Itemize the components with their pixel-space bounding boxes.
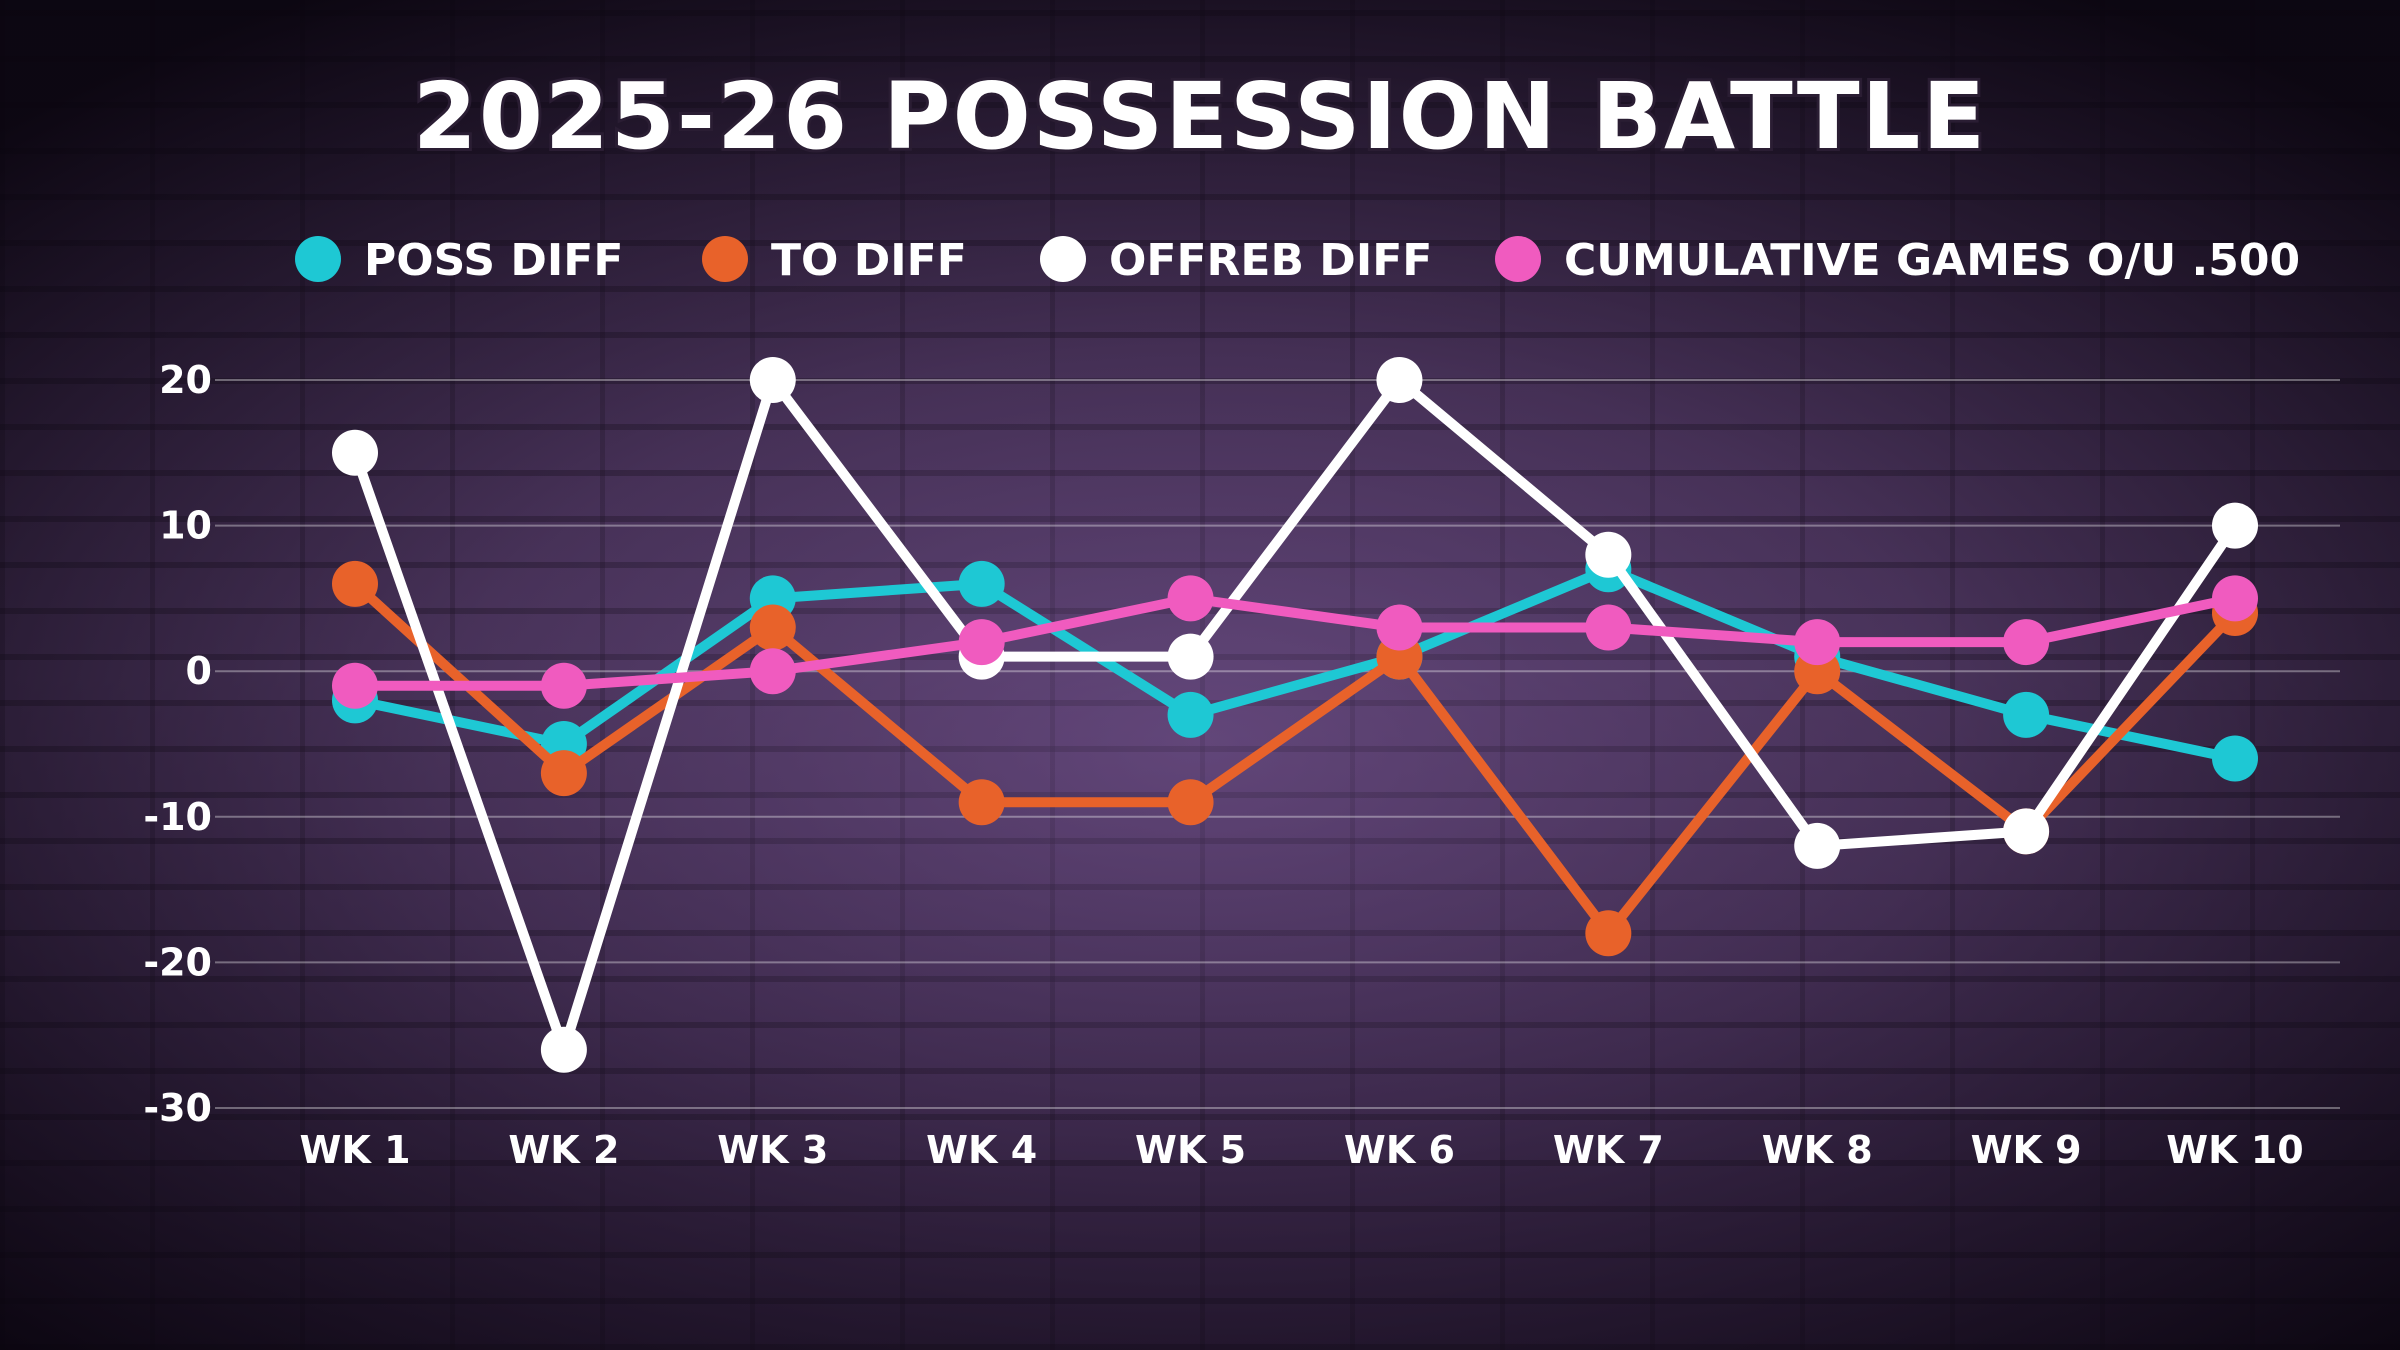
legend-item: OFFREB DIFF bbox=[1040, 235, 1432, 286]
data-point bbox=[1585, 604, 1632, 651]
series-offreb-diff bbox=[332, 357, 2258, 1073]
chart-title: 2025-26 POSSESSION BATTLE bbox=[413, 63, 1987, 170]
data-point bbox=[1794, 619, 1841, 666]
data-point bbox=[1167, 633, 1214, 680]
data-point bbox=[749, 648, 796, 695]
data-point bbox=[2212, 735, 2258, 782]
y-tick-label: 10 bbox=[159, 504, 212, 548]
data-point bbox=[540, 1026, 587, 1073]
series-line bbox=[350, 593, 2240, 691]
series-poss-diff bbox=[332, 546, 2258, 782]
data-point bbox=[1794, 822, 1841, 869]
data-point bbox=[958, 619, 1005, 666]
y-tick-label: -10 bbox=[143, 795, 212, 839]
y-tick-label: -20 bbox=[143, 940, 212, 984]
x-tick-label: WK 4 bbox=[926, 1128, 1037, 1172]
series-line bbox=[350, 578, 2240, 939]
y-tick-label: 20 bbox=[159, 358, 212, 402]
data-point bbox=[2003, 691, 2050, 738]
x-tick-label: WK 9 bbox=[1971, 1128, 2082, 1172]
data-point bbox=[2212, 575, 2258, 622]
x-tick-label: WK 6 bbox=[1344, 1128, 1455, 1172]
x-tick-label: WK 2 bbox=[508, 1128, 619, 1172]
data-point bbox=[958, 779, 1005, 826]
legend-label: POSS DIFF bbox=[364, 235, 623, 286]
x-tick-label: WK 7 bbox=[1553, 1128, 1664, 1172]
data-point bbox=[749, 357, 796, 403]
legend-item: POSS DIFF bbox=[295, 235, 623, 286]
x-tick-label: WK 3 bbox=[717, 1128, 828, 1172]
legend: POSS DIFF TO DIFF OFFREB DIFF CUMULATIVE GA… bbox=[295, 235, 2300, 286]
data-point bbox=[540, 662, 587, 709]
data-point bbox=[1376, 357, 1423, 403]
x-tick-label: WK 1 bbox=[299, 1128, 410, 1172]
data-point bbox=[749, 604, 796, 651]
legend-marker bbox=[295, 236, 341, 282]
data-point bbox=[540, 750, 587, 797]
data-point bbox=[2212, 502, 2258, 549]
y-axis: 20 10 0 -10 -20 -30 bbox=[143, 358, 212, 1130]
legend-item: CUMULATIVE GAMES O/U .500 bbox=[1495, 235, 2300, 286]
data-point bbox=[1167, 779, 1214, 826]
series-to-diff bbox=[332, 560, 2258, 957]
data-point bbox=[1585, 531, 1632, 578]
y-tick-label: -30 bbox=[143, 1086, 212, 1130]
data-point bbox=[1167, 691, 1214, 738]
series-group bbox=[332, 357, 2258, 1073]
data-point bbox=[2003, 619, 2050, 666]
legend-item: TO DIFF bbox=[702, 235, 967, 286]
data-point bbox=[1167, 575, 1214, 622]
legend-marker bbox=[1495, 236, 1541, 282]
x-tick-label: WK 10 bbox=[2166, 1128, 2303, 1172]
x-tick-label: WK 8 bbox=[1762, 1128, 1873, 1172]
series-line bbox=[350, 375, 2240, 1055]
data-point bbox=[332, 429, 378, 476]
data-point bbox=[1376, 604, 1423, 651]
data-point bbox=[332, 662, 378, 709]
data-point bbox=[332, 560, 378, 607]
x-tick-label: WK 5 bbox=[1135, 1128, 1246, 1172]
data-point bbox=[2003, 808, 2050, 855]
legend-marker bbox=[1040, 236, 1086, 282]
legend-label: TO DIFF bbox=[771, 235, 967, 286]
series-line bbox=[350, 564, 2240, 764]
series-cumulative-games-o-u-500 bbox=[332, 575, 2258, 709]
data-point bbox=[1585, 910, 1632, 957]
x-axis: WK 1 WK 2 WK 3 WK 4 WK 5 WK 6 WK 7 WK 8 WK 9 WK 1… bbox=[299, 1128, 2303, 1172]
legend-label: OFFREB DIFF bbox=[1109, 235, 1432, 286]
data-point bbox=[958, 560, 1005, 607]
legend-marker bbox=[702, 236, 748, 282]
y-tick-label: 0 bbox=[186, 649, 212, 693]
legend-label: CUMULATIVE GAMES O/U .500 bbox=[1564, 235, 2300, 286]
